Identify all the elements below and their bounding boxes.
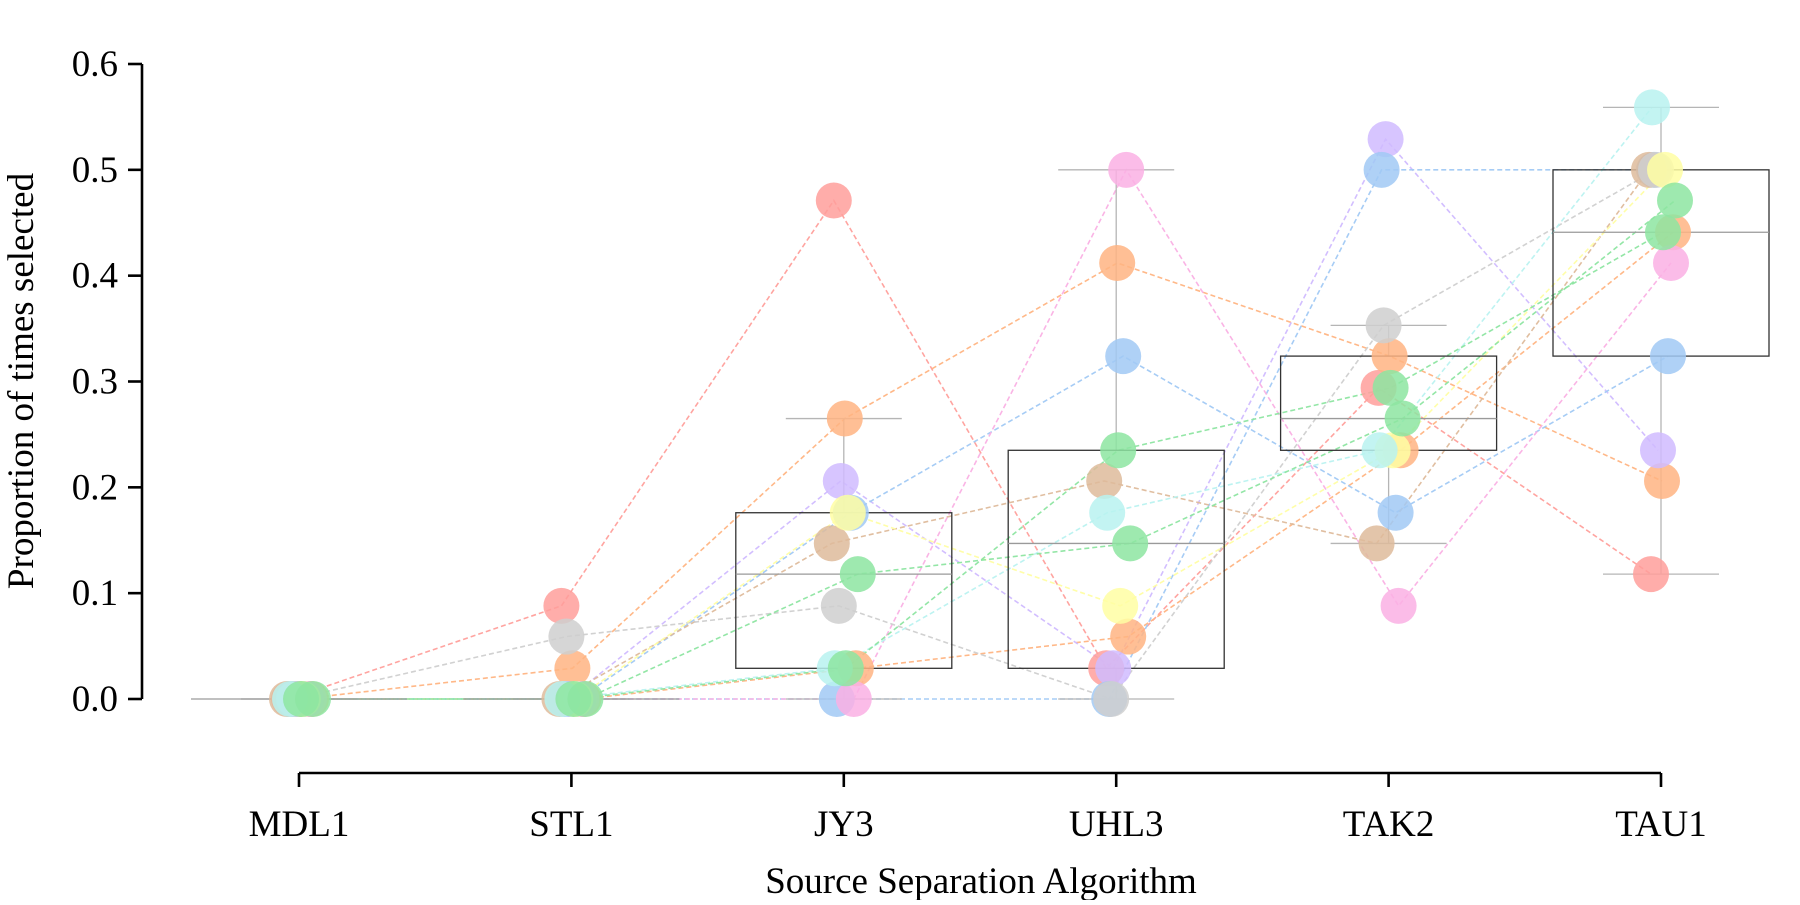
data-point (829, 494, 866, 531)
data-point (1377, 494, 1414, 531)
data-point (1363, 151, 1400, 188)
data-point (822, 462, 859, 499)
data-point (1384, 400, 1421, 437)
data-point (1099, 244, 1136, 281)
series-line (311, 231, 1674, 700)
data-point (1089, 494, 1126, 531)
x-axis-title: Source Separation Algorithm (765, 861, 1197, 900)
data-point (1372, 369, 1409, 406)
data-points (269, 89, 1693, 717)
data-point (1647, 151, 1683, 188)
data-point (543, 587, 580, 624)
data-point (554, 650, 591, 687)
x-tick-label: TAU1 (1615, 804, 1707, 845)
data-point (1645, 214, 1681, 251)
x-tick-label: TAK2 (1343, 804, 1435, 845)
data-point (815, 182, 852, 219)
data-point (1102, 587, 1139, 624)
y-tick-label: 0.1 (72, 573, 118, 614)
data-point (1657, 182, 1693, 219)
data-point (813, 525, 850, 562)
x-tick-label: UHL3 (1069, 804, 1164, 845)
x-tick-label: JY3 (814, 804, 874, 845)
data-point (1650, 338, 1686, 375)
series-line (293, 169, 1657, 700)
data-point (548, 618, 585, 655)
data-point (1380, 587, 1417, 624)
data-point (1634, 89, 1670, 126)
axes: 0.0 0.1 0.2 0.3 0.4 0.5 0.6 MDL1 STL1 JY3 UHL3 TAK2… (72, 44, 1707, 845)
series-line (301, 231, 1664, 700)
series-line (303, 169, 1666, 700)
data-point (1095, 650, 1132, 687)
data-point (1086, 462, 1123, 499)
data-point (1371, 338, 1408, 375)
data-point (839, 556, 876, 593)
data-point (1640, 432, 1676, 469)
y-tick-label: 0.6 (72, 44, 118, 85)
data-point (1365, 307, 1402, 344)
data-point (1110, 618, 1147, 655)
y-tick-label: 0.4 (72, 256, 118, 297)
data-point (1367, 121, 1404, 158)
data-point (827, 650, 864, 687)
series-line (306, 355, 1669, 700)
data-point (1358, 525, 1395, 562)
series-line (309, 168, 1672, 700)
y-tick-label: 0.5 (72, 150, 118, 191)
y-tick-label: 0.3 (72, 362, 118, 403)
x-tick-label: MDL1 (249, 804, 350, 845)
data-point (1112, 525, 1149, 562)
y-tick-label: 0.2 (72, 467, 118, 508)
data-point (820, 587, 857, 624)
data-point (835, 681, 872, 717)
data-point (1100, 432, 1137, 469)
series-lines (287, 106, 1676, 700)
series-line (292, 169, 1654, 700)
data-point (1105, 338, 1142, 375)
series-line (287, 169, 1650, 700)
data-point (1108, 151, 1145, 188)
y-tick-label: 0.0 (72, 679, 118, 720)
x-tick-label: STL1 (529, 804, 613, 845)
boxes (191, 106, 1770, 700)
data-point (826, 400, 863, 437)
series-line (299, 262, 1663, 700)
data-point (1093, 681, 1130, 717)
data-point (1361, 432, 1398, 469)
data-point (1653, 244, 1689, 281)
series-line (290, 106, 1653, 700)
data-point (283, 681, 319, 717)
data-point (555, 681, 592, 717)
data-point (1644, 462, 1680, 499)
y-axis-title: Proportion of times selected (1, 172, 42, 589)
data-point (1633, 556, 1669, 593)
